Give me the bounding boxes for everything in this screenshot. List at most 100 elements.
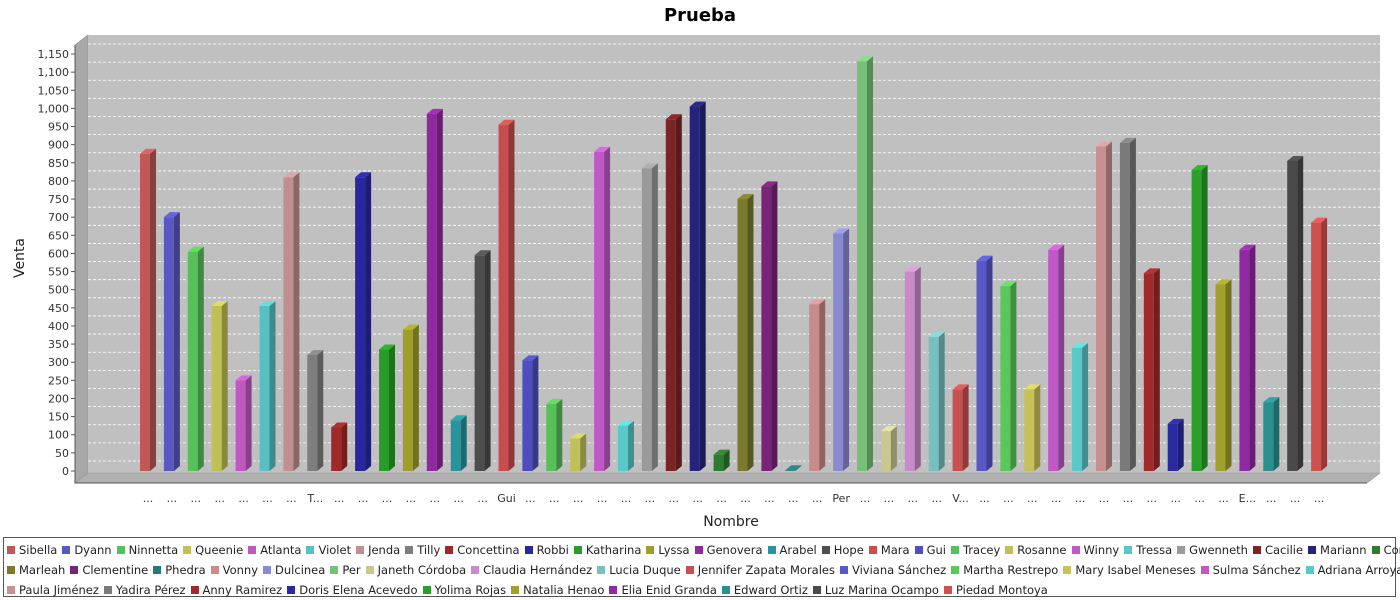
- bar-top: [713, 449, 730, 455]
- legend-label: Winny: [1083, 543, 1120, 557]
- legend-item: Corly: [1371, 540, 1400, 560]
- bar-top: [1024, 384, 1041, 390]
- legend-item: Arabel: [767, 540, 817, 560]
- plot-floor: [74, 472, 1381, 484]
- bar-front: [1239, 249, 1250, 471]
- bar-45: [1191, 165, 1208, 471]
- x-tick-label: ...: [549, 492, 560, 505]
- bar-front: [570, 438, 581, 471]
- bar-side: [484, 250, 491, 471]
- legend-swatch: [7, 586, 15, 594]
- bar-46: [1215, 279, 1232, 471]
- bar-side: [1297, 155, 1304, 472]
- legend-item: Tressa: [1124, 540, 1172, 560]
- legend-label: Phedra: [165, 563, 206, 577]
- bar-side: [389, 344, 395, 471]
- bars: [140, 56, 1328, 472]
- legend-swatch: [812, 586, 821, 594]
- bar-front: [618, 425, 628, 471]
- bar-top: [140, 148, 156, 154]
- y-tick-label: 150: [48, 411, 69, 424]
- bar-side: [1201, 165, 1208, 471]
- bar-side: [628, 420, 634, 471]
- bar-side: [1225, 279, 1232, 471]
- bar-side: [819, 299, 826, 471]
- legend-label: Katharina: [585, 543, 642, 557]
- legend-item: Mara: [868, 540, 910, 560]
- bar-top: [737, 194, 754, 200]
- legend-label: Viviana Sánchez: [851, 563, 947, 577]
- legend-swatch: [1252, 546, 1261, 554]
- bar-top: [880, 426, 897, 432]
- axis-lines: [74, 45, 1367, 484]
- bar-top: [570, 433, 587, 439]
- x-tick-label: ...: [621, 492, 632, 505]
- bar-front: [1143, 273, 1154, 471]
- legend-item: Tracey: [950, 540, 1000, 560]
- bar-side: [914, 266, 921, 471]
- legend-swatch: [511, 586, 520, 594]
- bar-front: [163, 217, 174, 471]
- legend-swatch: [356, 546, 365, 554]
- y-tick-label: 1,100: [38, 66, 70, 79]
- legend-label: Corly: [1383, 543, 1400, 557]
- chart-title: Prueba: [664, 5, 736, 26]
- bar-front: [665, 119, 676, 471]
- bar-top: [1000, 281, 1017, 287]
- legend-swatch: [821, 546, 830, 554]
- legend-swatch: [287, 586, 296, 594]
- bar-side: [1273, 397, 1280, 471]
- x-tick-label: ...: [167, 492, 178, 505]
- x-tick-label: V...: [952, 492, 969, 505]
- y-axis-label: Venta: [12, 238, 28, 278]
- legend-item: Piedad Montoya: [943, 580, 1048, 600]
- x-tick-label: ...: [573, 492, 584, 505]
- bar-31: [857, 56, 873, 472]
- x-tick-label: ...: [1314, 492, 1325, 505]
- legend-label: Genovera: [706, 543, 763, 557]
- bar-17: [522, 355, 539, 471]
- bar-top: [1119, 137, 1136, 143]
- legend-item: Jennifer Zapata Morales: [685, 560, 835, 580]
- bar-top: [785, 465, 802, 471]
- legend-swatch: [1305, 566, 1314, 574]
- y-tick-label: 200: [48, 392, 69, 405]
- legend-swatch: [1308, 546, 1317, 554]
- y-tick-label: 350: [48, 338, 69, 351]
- bar-front: [498, 124, 509, 472]
- bar-front: [1024, 389, 1035, 471]
- bar-front: [1072, 347, 1083, 471]
- bar-36: [976, 255, 993, 471]
- bar-side: [604, 146, 611, 471]
- bar-front: [880, 431, 891, 471]
- bar-26: [737, 194, 754, 472]
- bar-side: [1321, 217, 1328, 471]
- bar-side: [675, 114, 682, 471]
- y-tick-label: 550: [48, 266, 69, 279]
- legend-item: Cacilie: [1252, 540, 1303, 560]
- legend-item: Atlanta: [248, 540, 301, 560]
- bar-side: [986, 255, 993, 471]
- bar-11: [379, 344, 395, 471]
- bar-side: [1058, 244, 1065, 471]
- bar-top: [474, 250, 491, 256]
- bar-41: [1096, 141, 1112, 471]
- x-tick-label: ...: [238, 492, 249, 505]
- legend-item: Adriana Arroyave: [1305, 560, 1400, 580]
- bar-21: [618, 420, 634, 471]
- bar-top: [307, 349, 324, 355]
- legend-label: Lucia Duque: [609, 563, 681, 577]
- legend-label: Doris Elena Acevedo: [299, 583, 418, 597]
- bar-9: [331, 422, 348, 471]
- bar-top: [235, 375, 252, 381]
- legend-item: Phedra: [153, 560, 206, 580]
- bar-side: [150, 148, 156, 471]
- bar-47: [1239, 244, 1256, 471]
- bar-side: [1129, 137, 1136, 472]
- legend-item: Vonny: [210, 560, 258, 580]
- bar-side: [890, 426, 897, 471]
- bar-side: [365, 172, 372, 471]
- bar-side: [651, 163, 658, 471]
- legend-label: Paula Jiménez: [19, 583, 99, 597]
- bar-16: [498, 119, 515, 472]
